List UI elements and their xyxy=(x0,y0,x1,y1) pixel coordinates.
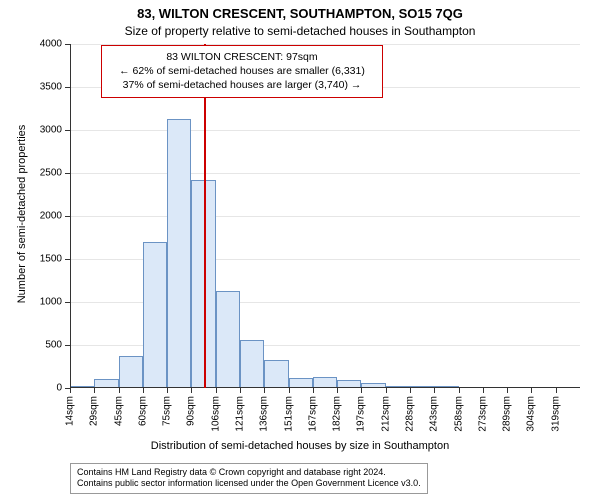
x-tick-label: 151sqm xyxy=(283,396,294,432)
info-line-3: 37% of semi-detached houses are larger (… xyxy=(110,78,374,92)
x-tick-mark xyxy=(216,388,217,393)
x-tick-label: 60sqm xyxy=(137,396,148,426)
x-tick-label: 167sqm xyxy=(307,396,318,432)
x-tick-mark xyxy=(386,388,387,393)
attribution-footer: Contains HM Land Registry data © Crown c… xyxy=(70,463,428,494)
y-tick-label: 2500 xyxy=(22,168,62,179)
x-tick-mark xyxy=(531,388,532,393)
x-tick-label: 228sqm xyxy=(405,396,416,432)
y-tick-label: 500 xyxy=(22,340,62,351)
x-tick-mark xyxy=(459,388,460,393)
x-tick-mark xyxy=(143,388,144,393)
histogram-bar xyxy=(119,356,143,388)
y-tick-label: 1000 xyxy=(22,297,62,308)
x-tick-label: 45sqm xyxy=(113,396,124,426)
x-tick-label: 273sqm xyxy=(477,396,488,432)
histogram-bar xyxy=(240,340,264,388)
y-axis-line xyxy=(70,44,71,388)
histogram-bar xyxy=(216,291,240,388)
footer-line-2: Contains public sector information licen… xyxy=(77,478,421,490)
y-tick-label: 2000 xyxy=(22,211,62,222)
x-tick-mark xyxy=(507,388,508,393)
x-tick-mark xyxy=(264,388,265,393)
y-tick-label: 3000 xyxy=(22,125,62,136)
x-tick-label: 29sqm xyxy=(89,396,100,426)
x-tick-mark xyxy=(313,388,314,393)
x-axis-label: Distribution of semi-detached houses by … xyxy=(0,440,600,452)
x-tick-label: 197sqm xyxy=(356,396,367,432)
x-tick-label: 182sqm xyxy=(332,396,343,432)
x-tick-label: 319sqm xyxy=(550,396,561,432)
x-tick-mark xyxy=(289,388,290,393)
x-tick-mark xyxy=(94,388,95,393)
x-tick-label: 212sqm xyxy=(380,396,391,432)
grid-line xyxy=(70,216,580,217)
x-axis-line xyxy=(70,387,580,388)
info-line-2: ← 62% of semi-detached houses are smalle… xyxy=(110,64,374,78)
chart-title-sub: Size of property relative to semi-detach… xyxy=(0,24,600,38)
x-tick-mark xyxy=(167,388,168,393)
histogram-bar xyxy=(167,119,191,388)
marker-info-box: 83 WILTON CRESCENT: 97sqm ← 62% of semi-… xyxy=(101,45,383,98)
y-tick-label: 1500 xyxy=(22,254,62,265)
y-tick-label: 4000 xyxy=(22,39,62,50)
x-tick-label: 289sqm xyxy=(502,396,513,432)
histogram-bar xyxy=(143,242,167,388)
x-tick-label: 304sqm xyxy=(526,396,537,432)
x-tick-label: 14sqm xyxy=(65,396,76,426)
x-tick-label: 258sqm xyxy=(453,396,464,432)
info-line-1: 83 WILTON CRESCENT: 97sqm xyxy=(110,50,374,64)
x-tick-mark xyxy=(434,388,435,393)
x-tick-label: 75sqm xyxy=(162,396,173,426)
x-tick-mark xyxy=(361,388,362,393)
x-tick-mark xyxy=(410,388,411,393)
x-tick-mark xyxy=(240,388,241,393)
x-tick-label: 121sqm xyxy=(235,396,246,432)
y-tick-label: 3500 xyxy=(22,82,62,93)
x-tick-mark xyxy=(70,388,71,393)
grid-line xyxy=(70,130,580,131)
x-tick-mark xyxy=(119,388,120,393)
y-tick-label: 0 xyxy=(22,383,62,394)
x-tick-mark xyxy=(556,388,557,393)
histogram-bar xyxy=(264,360,288,388)
footer-line-1: Contains HM Land Registry data © Crown c… xyxy=(77,467,421,479)
grid-line xyxy=(70,173,580,174)
x-tick-label: 106sqm xyxy=(210,396,221,432)
histogram-chart: 83, WILTON CRESCENT, SOUTHAMPTON, SO15 7… xyxy=(0,0,600,500)
x-tick-mark xyxy=(337,388,338,393)
x-tick-label: 90sqm xyxy=(186,396,197,426)
x-tick-label: 243sqm xyxy=(429,396,440,432)
chart-title-main: 83, WILTON CRESCENT, SOUTHAMPTON, SO15 7… xyxy=(0,6,600,21)
x-tick-mark xyxy=(191,388,192,393)
x-tick-label: 136sqm xyxy=(259,396,270,432)
x-tick-mark xyxy=(483,388,484,393)
